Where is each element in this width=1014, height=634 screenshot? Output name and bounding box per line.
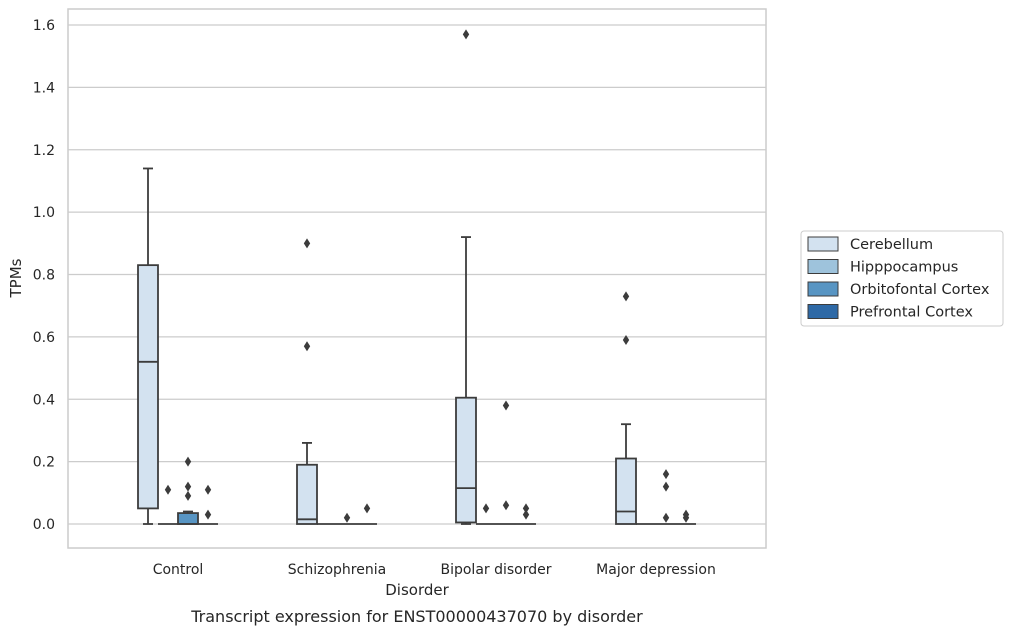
outlier-point — [343, 512, 351, 523]
outlier-point — [662, 481, 670, 492]
legend: Cerebellum Hipppocampus Orbitofontal Corte… — [800, 230, 1004, 327]
y-tick-labels: 0.0 0.2 0.4 0.6 0.8 1.0 1.2 1.4 1.6 — [33, 18, 55, 533]
y-tick-label: 1.0 — [33, 205, 55, 221]
y-tick-label: 1.4 — [33, 80, 55, 96]
y-tick-label: 1.6 — [33, 18, 55, 34]
outlier-point — [662, 469, 670, 480]
box-0-3 — [615, 291, 637, 525]
outlier-point — [622, 291, 630, 302]
box-2-1 — [337, 512, 357, 525]
outlier-point — [522, 509, 530, 520]
outlier-point — [622, 334, 630, 345]
y-tick-label: 0.0 — [33, 517, 55, 533]
y-axis-label: TPMs — [7, 258, 25, 298]
y-tick-label: 0.6 — [33, 330, 55, 346]
x-tick-label: Major depression — [596, 562, 716, 578]
box-3-1 — [357, 503, 377, 525]
gridlines — [68, 24, 766, 525]
box-0-1 — [296, 238, 318, 525]
outlier-point — [184, 456, 192, 467]
box-2-2 — [496, 400, 516, 525]
outlier-point — [662, 512, 670, 523]
outlier-point — [204, 484, 212, 495]
outlier-point — [502, 400, 510, 411]
legend-label: Hipppocampus — [850, 260, 958, 276]
y-tick-label: 0.4 — [33, 392, 55, 408]
box-body — [615, 457, 637, 525]
legend-swatch — [807, 259, 839, 274]
outlier-point — [682, 509, 690, 520]
x-tick-labels: Control Schizophrenia Bipolar disorder Majo… — [153, 562, 716, 578]
boxes-layer — [137, 29, 696, 525]
chart-caption: Transcript expression for ENST0000043707… — [190, 607, 643, 626]
legend-label: Cerebellum — [850, 237, 933, 253]
y-tick-label: 0.2 — [33, 455, 55, 471]
box-0-0 — [137, 167, 159, 525]
legend-swatch — [807, 236, 839, 252]
outlier-point — [184, 490, 192, 501]
box-1-0 — [158, 484, 178, 525]
box-body — [177, 512, 199, 525]
outlier-point — [164, 484, 172, 495]
outlier-point — [303, 238, 311, 249]
box-3-0 — [198, 484, 218, 525]
box-2-0 — [177, 456, 199, 525]
box-2-3 — [656, 469, 676, 525]
outlier-point — [303, 341, 311, 352]
box-3-2 — [516, 503, 536, 525]
legend-label: Prefrontal Cortex — [850, 305, 973, 321]
outlier-point — [184, 481, 192, 492]
x-tick-label: Schizophrenia — [288, 562, 386, 578]
outlier-point — [204, 509, 212, 520]
outlier-point — [363, 503, 371, 514]
box-0-2 — [455, 29, 477, 525]
y-tick-label: 1.2 — [33, 143, 55, 159]
plot-frame — [67, 8, 767, 549]
box-body — [296, 463, 318, 525]
box-body — [137, 264, 159, 510]
legend-frame — [800, 230, 1004, 327]
y-tick-label: 0.8 — [33, 268, 55, 284]
outlier-point — [462, 29, 470, 40]
box-body — [455, 396, 477, 524]
x-axis-label: Disorder — [385, 581, 449, 599]
legend-swatch — [807, 304, 839, 319]
legend-swatch — [807, 281, 839, 297]
outlier-point — [502, 500, 510, 511]
x-tick-label: Control — [153, 562, 204, 578]
outlier-point — [482, 503, 490, 514]
outlier-point — [522, 503, 530, 514]
box-1-2 — [476, 503, 496, 525]
x-tick-label: Bipolar disorder — [440, 562, 551, 578]
box-3-3 — [676, 509, 696, 525]
legend-label: Orbitofontal Cortex — [850, 282, 990, 298]
